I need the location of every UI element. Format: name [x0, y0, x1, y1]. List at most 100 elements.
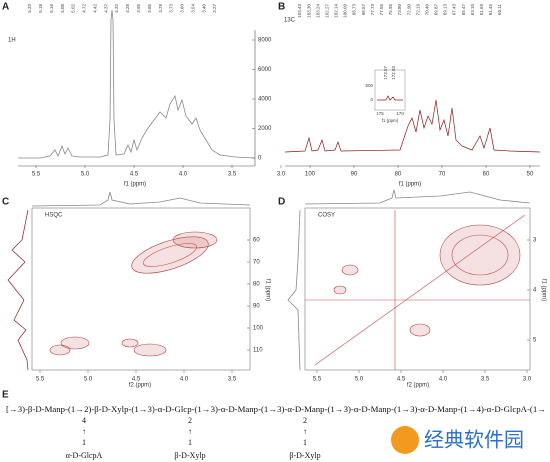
panel-label: D	[278, 197, 285, 208]
x-tick-label: 90	[351, 172, 358, 178]
axes	[18, 30, 256, 167]
x-tick-label: 3.5	[481, 377, 490, 383]
watermark: 经典软件园	[424, 428, 524, 452]
x-tick-label: 3.5	[228, 172, 237, 178]
peak-label: 5.16	[49, 4, 54, 13]
peak-label: 4.32	[114, 4, 119, 13]
peak-label: 65.47	[461, 4, 466, 16]
spectrum	[18, 9, 256, 159]
peak-label: 61.69	[479, 4, 484, 16]
x-tick-label: 80	[395, 172, 402, 178]
peak-label: 77.55	[379, 4, 384, 16]
x-tick-label: 3.5	[228, 377, 237, 383]
peak-label: 69.87	[434, 4, 439, 16]
peak-label: 72.90	[406, 4, 411, 16]
peak-label: 3.73	[169, 4, 174, 13]
y-axis-title: f1 (ppm)	[264, 279, 270, 301]
x-tick-label: 4.0	[179, 172, 188, 178]
x-axis-title: f1 (ppm)	[124, 182, 146, 188]
peak-label: 102.27	[324, 4, 329, 18]
y-tick-label: 100	[253, 326, 264, 332]
panel-label: C	[2, 197, 9, 208]
peak-label: 72.19	[415, 4, 420, 16]
peak-label: 103.43	[297, 4, 302, 18]
peak-label: 3.78	[158, 4, 163, 13]
branch-linkage: 1	[188, 438, 192, 447]
x-axis-title: f2 (ppm)	[407, 383, 429, 389]
branch-linkage: 1	[303, 438, 307, 447]
x-tick-label: 4.5	[132, 377, 141, 383]
y-tick-label: 70	[253, 260, 260, 266]
peak-label: 61.45	[488, 4, 493, 16]
left-projection	[7, 209, 29, 371]
peak-label: 103.30	[306, 4, 311, 18]
branch-position: 2	[188, 416, 192, 425]
branch-linkage: 1	[82, 438, 86, 447]
x-tick-label: 5.5	[36, 377, 45, 383]
peak-label: 3.60	[180, 4, 185, 13]
peak-label: 3.54	[190, 4, 195, 13]
peak-label: 70.40	[424, 4, 429, 16]
top-projection	[304, 189, 531, 205]
y-tick-label: 6000	[258, 67, 272, 73]
peak-label: 5.33	[27, 4, 32, 13]
peak-label: 3.27	[212, 4, 217, 13]
y-tick-label: 60	[253, 238, 260, 244]
inset-spectrum	[377, 95, 403, 101]
watermark-icon	[391, 426, 419, 454]
peak-label: 75.95	[388, 4, 393, 16]
peak-label: 4.42	[92, 4, 97, 13]
branch-residue: α-D-GlcpA	[66, 451, 103, 460]
y-tick-label: 90	[253, 304, 260, 310]
peak-label: 172.83	[391, 66, 396, 80]
branch-position: 2	[303, 416, 307, 425]
peak-label: 67.43	[452, 4, 457, 16]
peak-label: 173.67	[383, 66, 388, 80]
experiment-label: COSY	[318, 213, 335, 219]
branch-residue: β-D-Xylp	[289, 451, 320, 460]
peak-label: 73.80	[397, 4, 402, 16]
y-tick-label: 4	[533, 288, 537, 294]
peak-label: 102.14	[334, 4, 339, 18]
panel-label: E	[2, 390, 9, 401]
y-tick-label: 2000	[258, 126, 272, 132]
y-tick-label: 110	[253, 348, 263, 354]
inset-x-tick-label: 170	[396, 111, 404, 116]
x-tick-label: 70	[439, 172, 446, 178]
inset-frame	[374, 69, 406, 111]
x-tick-label: 5.5	[32, 172, 41, 178]
peak-label: 5.08	[60, 4, 65, 13]
y-tick-label: 3	[533, 238, 537, 244]
contours	[305, 210, 530, 370]
spectrum	[284, 99, 541, 153]
panel-label: A	[2, 2, 9, 13]
branch-arrow: ↑	[188, 427, 192, 436]
peak-label: 60.11	[497, 4, 502, 15]
x-tick-label: 5.0	[84, 377, 93, 383]
plot-frame	[31, 207, 251, 371]
y-tick-label: 5	[533, 338, 537, 344]
peak-label: 3.85	[147, 4, 152, 13]
y-tick-label: 4000	[258, 97, 272, 103]
x-tick-label: 60	[483, 172, 490, 178]
peak-label: 4.37	[103, 4, 108, 13]
x-tick-label: 4.0	[180, 377, 189, 383]
plot-frame	[304, 207, 531, 371]
y-tick-label: 80	[253, 282, 260, 288]
inset-y-tick-label: 500	[365, 83, 373, 88]
branch-arrow: ↑	[82, 427, 86, 436]
peak-label: 69.13	[443, 4, 448, 16]
peak-label: 5.02	[71, 4, 76, 13]
experiment-label: HSQC	[45, 213, 63, 219]
branch-position: 4	[82, 416, 86, 425]
peak-label: 4.28	[125, 4, 130, 13]
x-tick-label: 100	[305, 172, 316, 178]
x-tick-label: 5.5	[313, 377, 322, 383]
x-tick-label: 3.0	[523, 377, 532, 383]
x-tick-label: 5.0	[355, 377, 364, 383]
y-tick-label: 8000	[258, 38, 272, 44]
x-tick-label: 5.0	[81, 172, 90, 178]
contours	[49, 231, 218, 357]
x-tick-label: 3.0	[277, 172, 286, 178]
